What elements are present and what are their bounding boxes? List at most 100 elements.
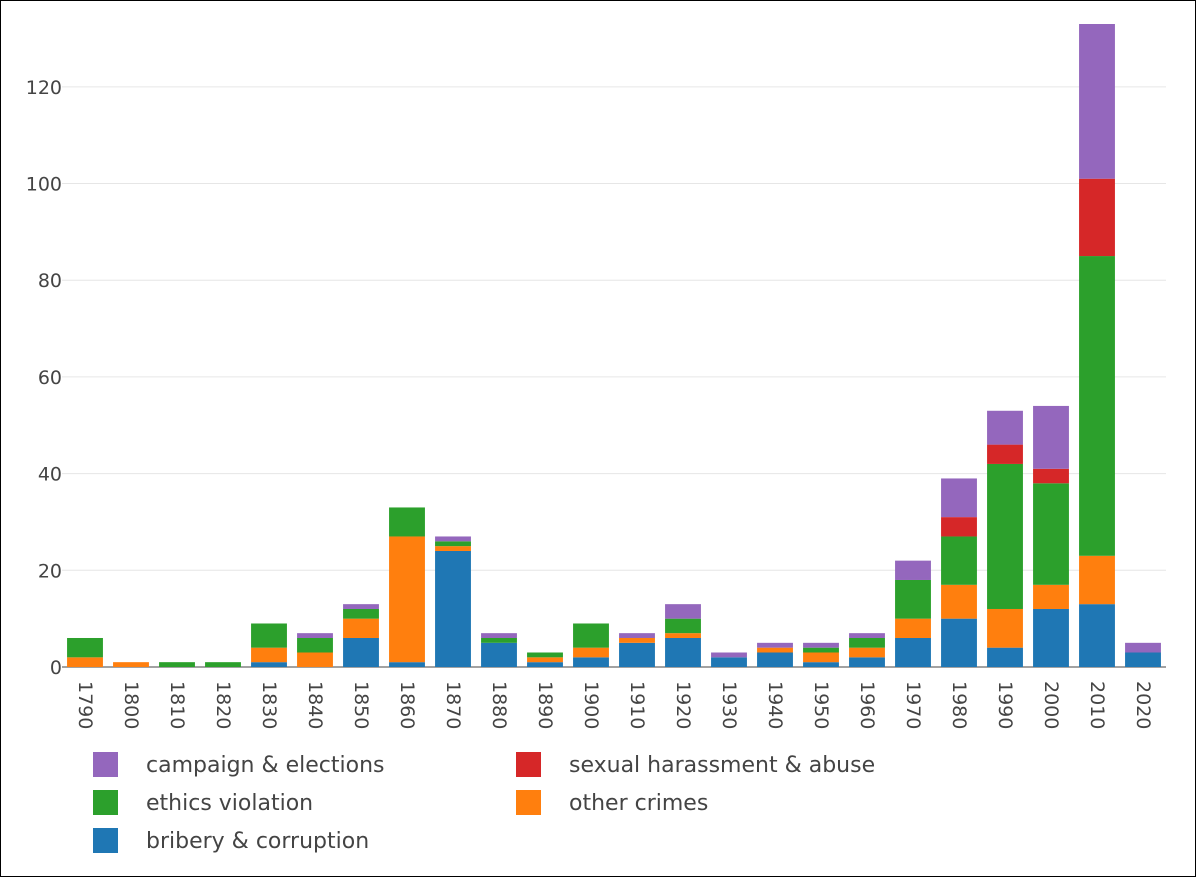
bar-segment [895,637,931,667]
legend-item[interactable]: bribery & corruption [93,828,369,854]
x-tick-label: 1840 [304,681,326,729]
legend-swatch [93,828,118,853]
x-tick-label: 1920 [672,681,694,729]
gridlines [62,86,1166,668]
bar-segment [435,536,471,542]
bar-segment [895,560,931,580]
bar-segment [251,623,287,648]
y-axis-ticks: 0 20 40 60 80 100 120 [26,77,62,679]
bar-segment [343,608,379,619]
x-tick-label: 1890 [534,681,556,729]
y-tick-label: 80 [38,270,62,292]
legend-swatch [93,790,118,815]
x-tick-label: 1940 [764,681,786,729]
bar-segment [67,657,103,667]
bar-segment [619,637,655,643]
legend-label: bribery & corruption [146,829,369,854]
bar-segment [527,662,563,667]
x-tick-label: 2000 [1040,681,1062,729]
bar-segment [941,517,977,537]
bar-segment [757,652,793,667]
bar-segment [573,623,609,648]
bar-segment [803,647,839,653]
bar-segment [849,637,885,648]
bar-segment [1079,555,1115,605]
bar-segment [849,633,885,638]
bars [67,24,1161,667]
bar-segment [987,444,1023,464]
bar-segment [711,652,747,658]
legend-label: ethics violation [146,791,313,816]
x-tick-label: 1810 [166,681,188,729]
bar-segment [435,546,471,551]
bar-segment [619,633,655,638]
bar-segment [205,662,241,667]
bar-segment [711,657,747,667]
bar-segment [1079,178,1115,257]
bar-segment [251,647,287,663]
x-tick-label: 1830 [258,681,280,729]
bar-segment [113,662,149,667]
y-tick-label: 0 [50,657,62,679]
bar-segment [435,541,471,547]
bar-segment [343,618,379,638]
bar-segment [849,647,885,658]
legend-label: sexual harassment & abuse [569,753,875,778]
x-tick-label: 1870 [442,681,464,729]
x-tick-label: 1930 [718,681,740,729]
y-tick-label: 100 [26,174,62,196]
x-axis-ticks: 1790 1800 1810 1820 1830 1840 1850 1860 1870 1880… [74,681,1154,729]
bar-segment [987,647,1023,667]
bar-segment [1125,642,1161,653]
y-tick-label: 120 [26,77,62,99]
bar-segment [941,618,977,667]
x-tick-label: 1910 [626,681,648,729]
bar-segment [343,604,379,609]
bar-segment [665,633,701,638]
x-tick-label: 1950 [810,681,832,729]
bar-segment [389,507,425,537]
bar-segment [297,652,333,667]
legend-item[interactable]: sexual harassment & abuse [516,752,875,778]
bar-segment [941,536,977,585]
bar-segment [527,652,563,658]
bar-segment [389,536,425,663]
y-tick-label: 20 [38,560,62,582]
bar-segment [987,463,1023,609]
bar-segment [849,657,885,667]
legend-item[interactable]: campaign & elections [93,752,385,778]
bar-segment [803,662,839,667]
bar-segment [1033,405,1069,469]
bar-segment [1125,652,1161,667]
x-tick-label: 1860 [396,681,418,729]
bar-segment [941,478,977,518]
y-tick-label: 60 [38,367,62,389]
bar-segment [1079,256,1115,556]
legend-swatch [516,752,541,777]
bar-segment [1079,604,1115,667]
bar-segment [665,618,701,634]
x-tick-label: 2010 [1086,681,1108,729]
bar-segment [481,633,517,638]
x-tick-label: 1960 [856,681,878,729]
bar-segment [803,642,839,648]
bar-segment [159,662,195,667]
x-tick-label: 1820 [212,681,234,729]
legend-item[interactable]: ethics violation [93,790,313,816]
legend[interactable]: campaign & elections sexual harassment & … [93,752,875,854]
bar-segment [481,642,517,667]
bar-segment [67,637,103,658]
y-tick-label: 40 [38,464,62,486]
bar-segment [1033,468,1069,484]
bar-segment [527,657,563,663]
x-tick-label: 1800 [120,681,142,729]
bar-segment [757,647,793,653]
bar-segment [987,410,1023,445]
x-tick-label: 1980 [948,681,970,729]
bar-segment [665,604,701,619]
legend-item[interactable]: other crimes [516,790,708,816]
bar-segment [297,637,333,653]
legend-swatch [93,752,118,777]
bar-segment [573,657,609,667]
